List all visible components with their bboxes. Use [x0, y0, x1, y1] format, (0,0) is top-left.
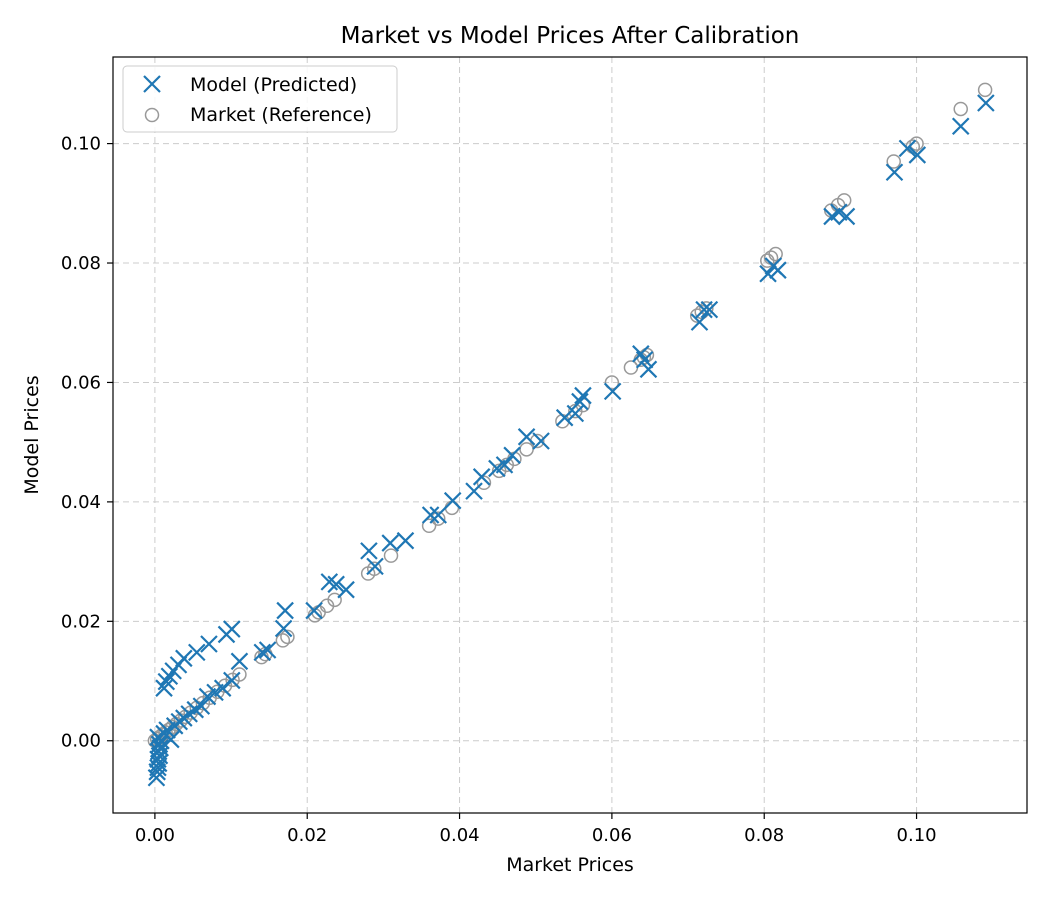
y-axis-label: Model Prices: [21, 375, 43, 494]
legend-label-model: Model (Predicted): [190, 74, 357, 96]
model-point: [429, 506, 448, 524]
market-point: [430, 511, 446, 526]
model-point: [396, 531, 415, 550]
model-point: [200, 635, 218, 653]
model-series: [147, 94, 995, 787]
model-point: [366, 557, 384, 576]
model-point: [230, 652, 249, 671]
model-point: [360, 542, 378, 560]
market-point: [519, 442, 534, 457]
model-point: [274, 619, 293, 638]
model-point: [495, 456, 514, 474]
market-point: [232, 667, 247, 682]
model-point: [223, 620, 241, 638]
model-point: [695, 300, 713, 319]
model-point: [503, 446, 521, 465]
model-point: [517, 428, 536, 446]
market-point: [768, 246, 783, 262]
market-point: [476, 475, 492, 491]
x-axis-label: Market Prices: [506, 854, 634, 876]
model-point: [690, 313, 709, 331]
market-point: [909, 136, 924, 151]
market-point: [886, 154, 901, 169]
y-tick-label: 0.00: [61, 731, 101, 752]
model-point: [700, 300, 719, 319]
model-point: [566, 404, 585, 423]
model-point: [223, 671, 241, 690]
market-point: [275, 633, 291, 648]
model-point: [149, 750, 167, 769]
model-point: [472, 468, 491, 486]
y-tick-label: 0.06: [61, 372, 101, 393]
tick-layer: 0.00 0.02 0.04 0.06 0.08 0.10 0.00 0.02 0.04 0.06…: [61, 134, 937, 846]
model-point: [276, 601, 294, 620]
x-tick-label: 0.10: [897, 825, 937, 846]
model-point: [157, 672, 176, 691]
chart-title: Market vs Model Prices After Calibration: [341, 23, 800, 49]
model-point: [555, 408, 574, 427]
model-point: [532, 432, 550, 450]
market-point: [953, 101, 968, 117]
market-point: [977, 82, 993, 98]
market-point: [421, 518, 437, 534]
x-tick-label: 0.06: [592, 825, 632, 846]
market-point: [383, 548, 399, 563]
market-point: [280, 629, 295, 645]
model-point: [381, 534, 400, 552]
plot-frame: [112, 56, 1028, 814]
model-point: [837, 207, 856, 226]
y-tick-label: 0.08: [61, 253, 101, 274]
legend-marker-model-icon: [143, 75, 161, 93]
legend-marker-market-icon: [144, 107, 160, 123]
grid-layer: [113, 57, 1027, 813]
model-point: [337, 580, 355, 599]
legend-label-market: Market (Reference): [190, 104, 372, 126]
model-point: [421, 506, 440, 524]
model-point: [253, 643, 272, 662]
x-tick-label: 0.00: [135, 825, 175, 846]
model-point: [639, 360, 658, 379]
model-point: [192, 697, 211, 715]
model-point: [465, 482, 483, 500]
model-point: [571, 392, 589, 411]
model-point: [635, 350, 654, 369]
model-point: [258, 641, 277, 659]
model-point: [574, 386, 592, 405]
model-point: [151, 739, 170, 757]
model-point: [898, 139, 917, 158]
y-tick-label: 0.04: [61, 492, 101, 513]
model-point: [769, 261, 787, 279]
x-tick-label: 0.02: [287, 825, 327, 846]
model-point: [305, 601, 323, 620]
model-point: [885, 163, 904, 182]
model-point: [443, 491, 462, 510]
market-point: [327, 592, 342, 608]
x-tick-label: 0.04: [440, 825, 480, 846]
model-point: [155, 679, 173, 697]
model-point: [162, 730, 180, 749]
y-tick-label: 0.10: [61, 134, 101, 155]
market-point: [367, 561, 382, 577]
model-point: [908, 146, 927, 164]
model-point: [327, 575, 345, 594]
legend: Model (Predicted) Market (Reference): [122, 65, 398, 133]
model-point: [977, 94, 995, 112]
model-point: [951, 117, 970, 136]
model-point: [175, 649, 193, 668]
legend-box: [122, 65, 398, 133]
y-tick-label: 0.02: [61, 611, 101, 632]
model-point: [150, 735, 169, 754]
model-point: [759, 264, 777, 283]
model-point: [188, 643, 206, 662]
model-point: [603, 382, 622, 401]
x-tick-label: 0.08: [744, 825, 784, 846]
market-point: [604, 375, 620, 390]
